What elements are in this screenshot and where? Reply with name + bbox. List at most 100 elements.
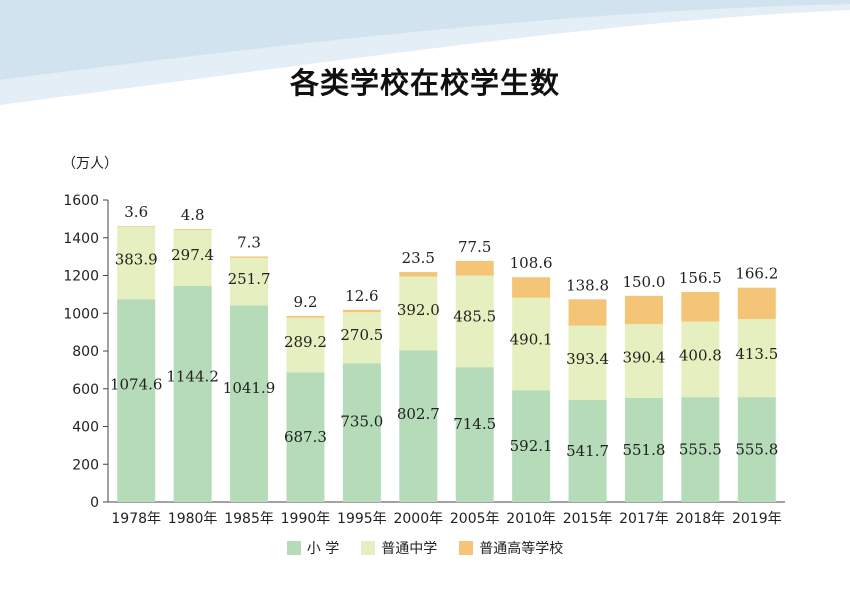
bar-segment-primary bbox=[230, 305, 269, 502]
legend-label-higher-ed: 普通高等学校 bbox=[479, 541, 564, 557]
data-label-secondary: 413.5 bbox=[735, 345, 778, 363]
bars-group: 1074.6 383.9 3.6 1144.2 297.4 4.8 1041.9 251.7 7… bbox=[110, 203, 778, 502]
bar-segment-secondary bbox=[342, 312, 381, 364]
data-label-primary: 555.5 bbox=[679, 441, 722, 459]
data-label-secondary: 270.5 bbox=[340, 326, 383, 344]
legend-swatch-secondary bbox=[361, 541, 376, 555]
bar-segment-higher-ed bbox=[568, 299, 607, 326]
y-tick-label: 600 bbox=[72, 382, 99, 398]
bar-segment-primary bbox=[681, 397, 720, 502]
y-tick-label: 1200 bbox=[63, 269, 99, 285]
bar-segment-secondary bbox=[737, 319, 776, 398]
x-tick-label: 1978年 bbox=[111, 511, 161, 527]
data-label-primary: 735.0 bbox=[340, 413, 383, 431]
data-label-secondary: 490.1 bbox=[510, 330, 553, 348]
legend-item-primary: 小 学 bbox=[286, 538, 340, 558]
y-tick-label: 1600 bbox=[63, 193, 99, 209]
data-label-higher-ed: 9.2 bbox=[294, 293, 318, 311]
data-label-secondary: 251.7 bbox=[228, 270, 271, 288]
y-axis-unit-label: （万人） bbox=[62, 156, 118, 172]
x-axis-ticks: 1978年 1980年 1985年 1990年 1995年 2000年 2005年 2010年… bbox=[111, 511, 781, 527]
data-label-primary: 1041.9 bbox=[223, 379, 276, 397]
legend-swatch-higher-ed bbox=[459, 541, 474, 555]
bar-segment-secondary bbox=[286, 317, 325, 373]
bar-segment-primary bbox=[286, 372, 325, 502]
bar-segment-primary bbox=[568, 399, 607, 502]
bar-segment-higher-ed bbox=[455, 260, 494, 276]
y-tick-label: 200 bbox=[72, 457, 99, 473]
bar-segment-secondary bbox=[512, 297, 551, 391]
data-label-secondary: 289.2 bbox=[284, 333, 327, 351]
y-tick-label: 800 bbox=[72, 344, 99, 360]
data-label-primary: 687.3 bbox=[284, 428, 327, 446]
bar-segment-higher-ed bbox=[342, 309, 381, 313]
data-label-primary: 802.7 bbox=[397, 405, 440, 423]
y-tick-label: 1000 bbox=[63, 306, 99, 322]
data-label-higher-ed: 23.5 bbox=[402, 249, 435, 267]
bar-segment-primary bbox=[737, 397, 776, 502]
legend-label-primary: 小 学 bbox=[306, 541, 340, 557]
bar-segment-secondary bbox=[624, 324, 663, 398]
bar-segment-higher-ed bbox=[173, 228, 212, 230]
x-tick-label: 1990年 bbox=[281, 511, 331, 527]
bar-segment-secondary bbox=[117, 226, 156, 300]
data-label-secondary: 297.4 bbox=[171, 246, 214, 264]
y-tick-label: 1400 bbox=[63, 231, 99, 247]
bar-segment-secondary bbox=[173, 229, 212, 287]
data-label-secondary: 400.8 bbox=[679, 347, 722, 365]
legend-item-secondary: 普通中学 bbox=[361, 538, 437, 558]
bar-segment-secondary bbox=[568, 325, 607, 400]
bar-segment-higher-ed bbox=[286, 315, 325, 318]
data-label-higher-ed: 4.8 bbox=[181, 206, 205, 224]
chart-title: 各类学校在校学生数 bbox=[289, 66, 560, 100]
bar-segment-higher-ed bbox=[399, 272, 438, 277]
data-label-primary: 541.7 bbox=[566, 442, 609, 460]
legend-swatch-primary bbox=[286, 541, 301, 555]
bar-segment-secondary bbox=[681, 321, 720, 398]
legend-label-secondary: 普通中学 bbox=[381, 541, 438, 557]
data-label-primary: 592.1 bbox=[510, 437, 553, 455]
data-label-higher-ed: 150.0 bbox=[622, 273, 665, 291]
y-tick-label: 0 bbox=[90, 495, 99, 511]
bar-segment-higher-ed bbox=[737, 287, 776, 320]
bar-segment-primary bbox=[624, 397, 663, 502]
x-tick-label: 2018年 bbox=[676, 511, 726, 527]
bar-segment-higher-ed bbox=[117, 226, 156, 227]
x-tick-label: 1980年 bbox=[168, 511, 218, 527]
x-tick-label: 2019年 bbox=[732, 511, 782, 527]
bar-segment-primary bbox=[399, 350, 438, 502]
y-axis-ticks: 0 200 400 600 800 1000 1200 1400 1600 bbox=[63, 193, 108, 511]
bar-segment-primary bbox=[173, 286, 212, 502]
data-label-higher-ed: 77.5 bbox=[458, 238, 491, 256]
y-tick-label: 400 bbox=[72, 420, 99, 436]
x-tick-label: 2005年 bbox=[450, 511, 500, 527]
x-tick-label: 1985年 bbox=[224, 511, 274, 527]
bar-segment-primary bbox=[342, 363, 381, 502]
data-label-higher-ed: 12.6 bbox=[345, 287, 378, 305]
x-tick-label: 2000年 bbox=[393, 511, 443, 527]
data-label-higher-ed: 3.6 bbox=[124, 203, 148, 221]
data-label-primary: 555.8 bbox=[735, 441, 778, 459]
bar-segment-higher-ed bbox=[512, 277, 551, 298]
data-label-primary: 1074.6 bbox=[110, 375, 163, 393]
legend-item-higher-ed: 普通高等学校 bbox=[459, 538, 563, 558]
legend: 小 学 普通中学 普通高等学校 bbox=[0, 538, 850, 558]
bar-segment-primary bbox=[117, 299, 156, 502]
bar-segment-secondary bbox=[399, 276, 438, 351]
x-tick-label: 2015年 bbox=[563, 511, 613, 527]
bar-segment-secondary bbox=[230, 257, 269, 306]
bar-segment-higher-ed bbox=[624, 295, 663, 325]
bar-segment-primary bbox=[455, 367, 494, 502]
x-tick-label: 2017年 bbox=[619, 511, 669, 527]
data-label-secondary: 383.9 bbox=[115, 250, 158, 268]
bar-segment-secondary bbox=[455, 275, 494, 368]
data-label-secondary: 390.4 bbox=[622, 348, 665, 366]
data-label-secondary: 392.0 bbox=[397, 301, 440, 319]
data-label-secondary: 393.4 bbox=[566, 350, 609, 368]
data-label-higher-ed: 7.3 bbox=[237, 233, 261, 251]
bar-segment-higher-ed bbox=[230, 256, 269, 258]
data-label-primary: 714.5 bbox=[453, 415, 496, 433]
decorative-header-swoosh bbox=[0, 0, 850, 105]
data-label-higher-ed: 108.6 bbox=[510, 254, 553, 272]
